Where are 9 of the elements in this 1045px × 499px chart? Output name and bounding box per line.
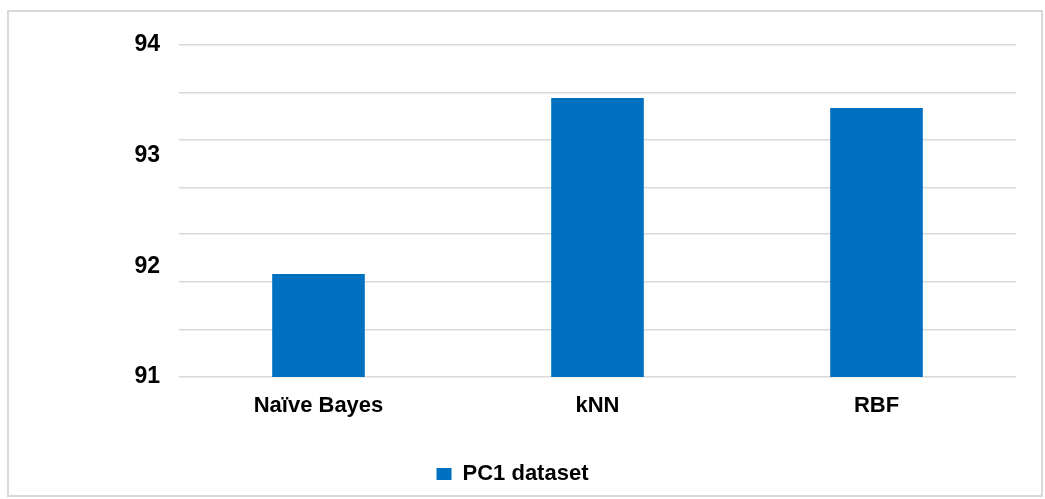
y-tick-label: 94 — [134, 30, 161, 57]
x-tick-label: kNN — [575, 392, 620, 418]
x-tick-label: Naïve Bayes — [253, 392, 384, 418]
y-tick-label: 93 — [134, 140, 160, 167]
chart-frame: PC1 dataset Naïve Bayes kNN RBF 91 92 93 94 — [7, 10, 1043, 497]
x-tick-label: RBF — [853, 392, 900, 418]
y-tick-label: 91 — [134, 362, 161, 389]
y-tick-label: 92 — [134, 251, 160, 278]
legend-label: PC1 dataset — [462, 460, 590, 486]
